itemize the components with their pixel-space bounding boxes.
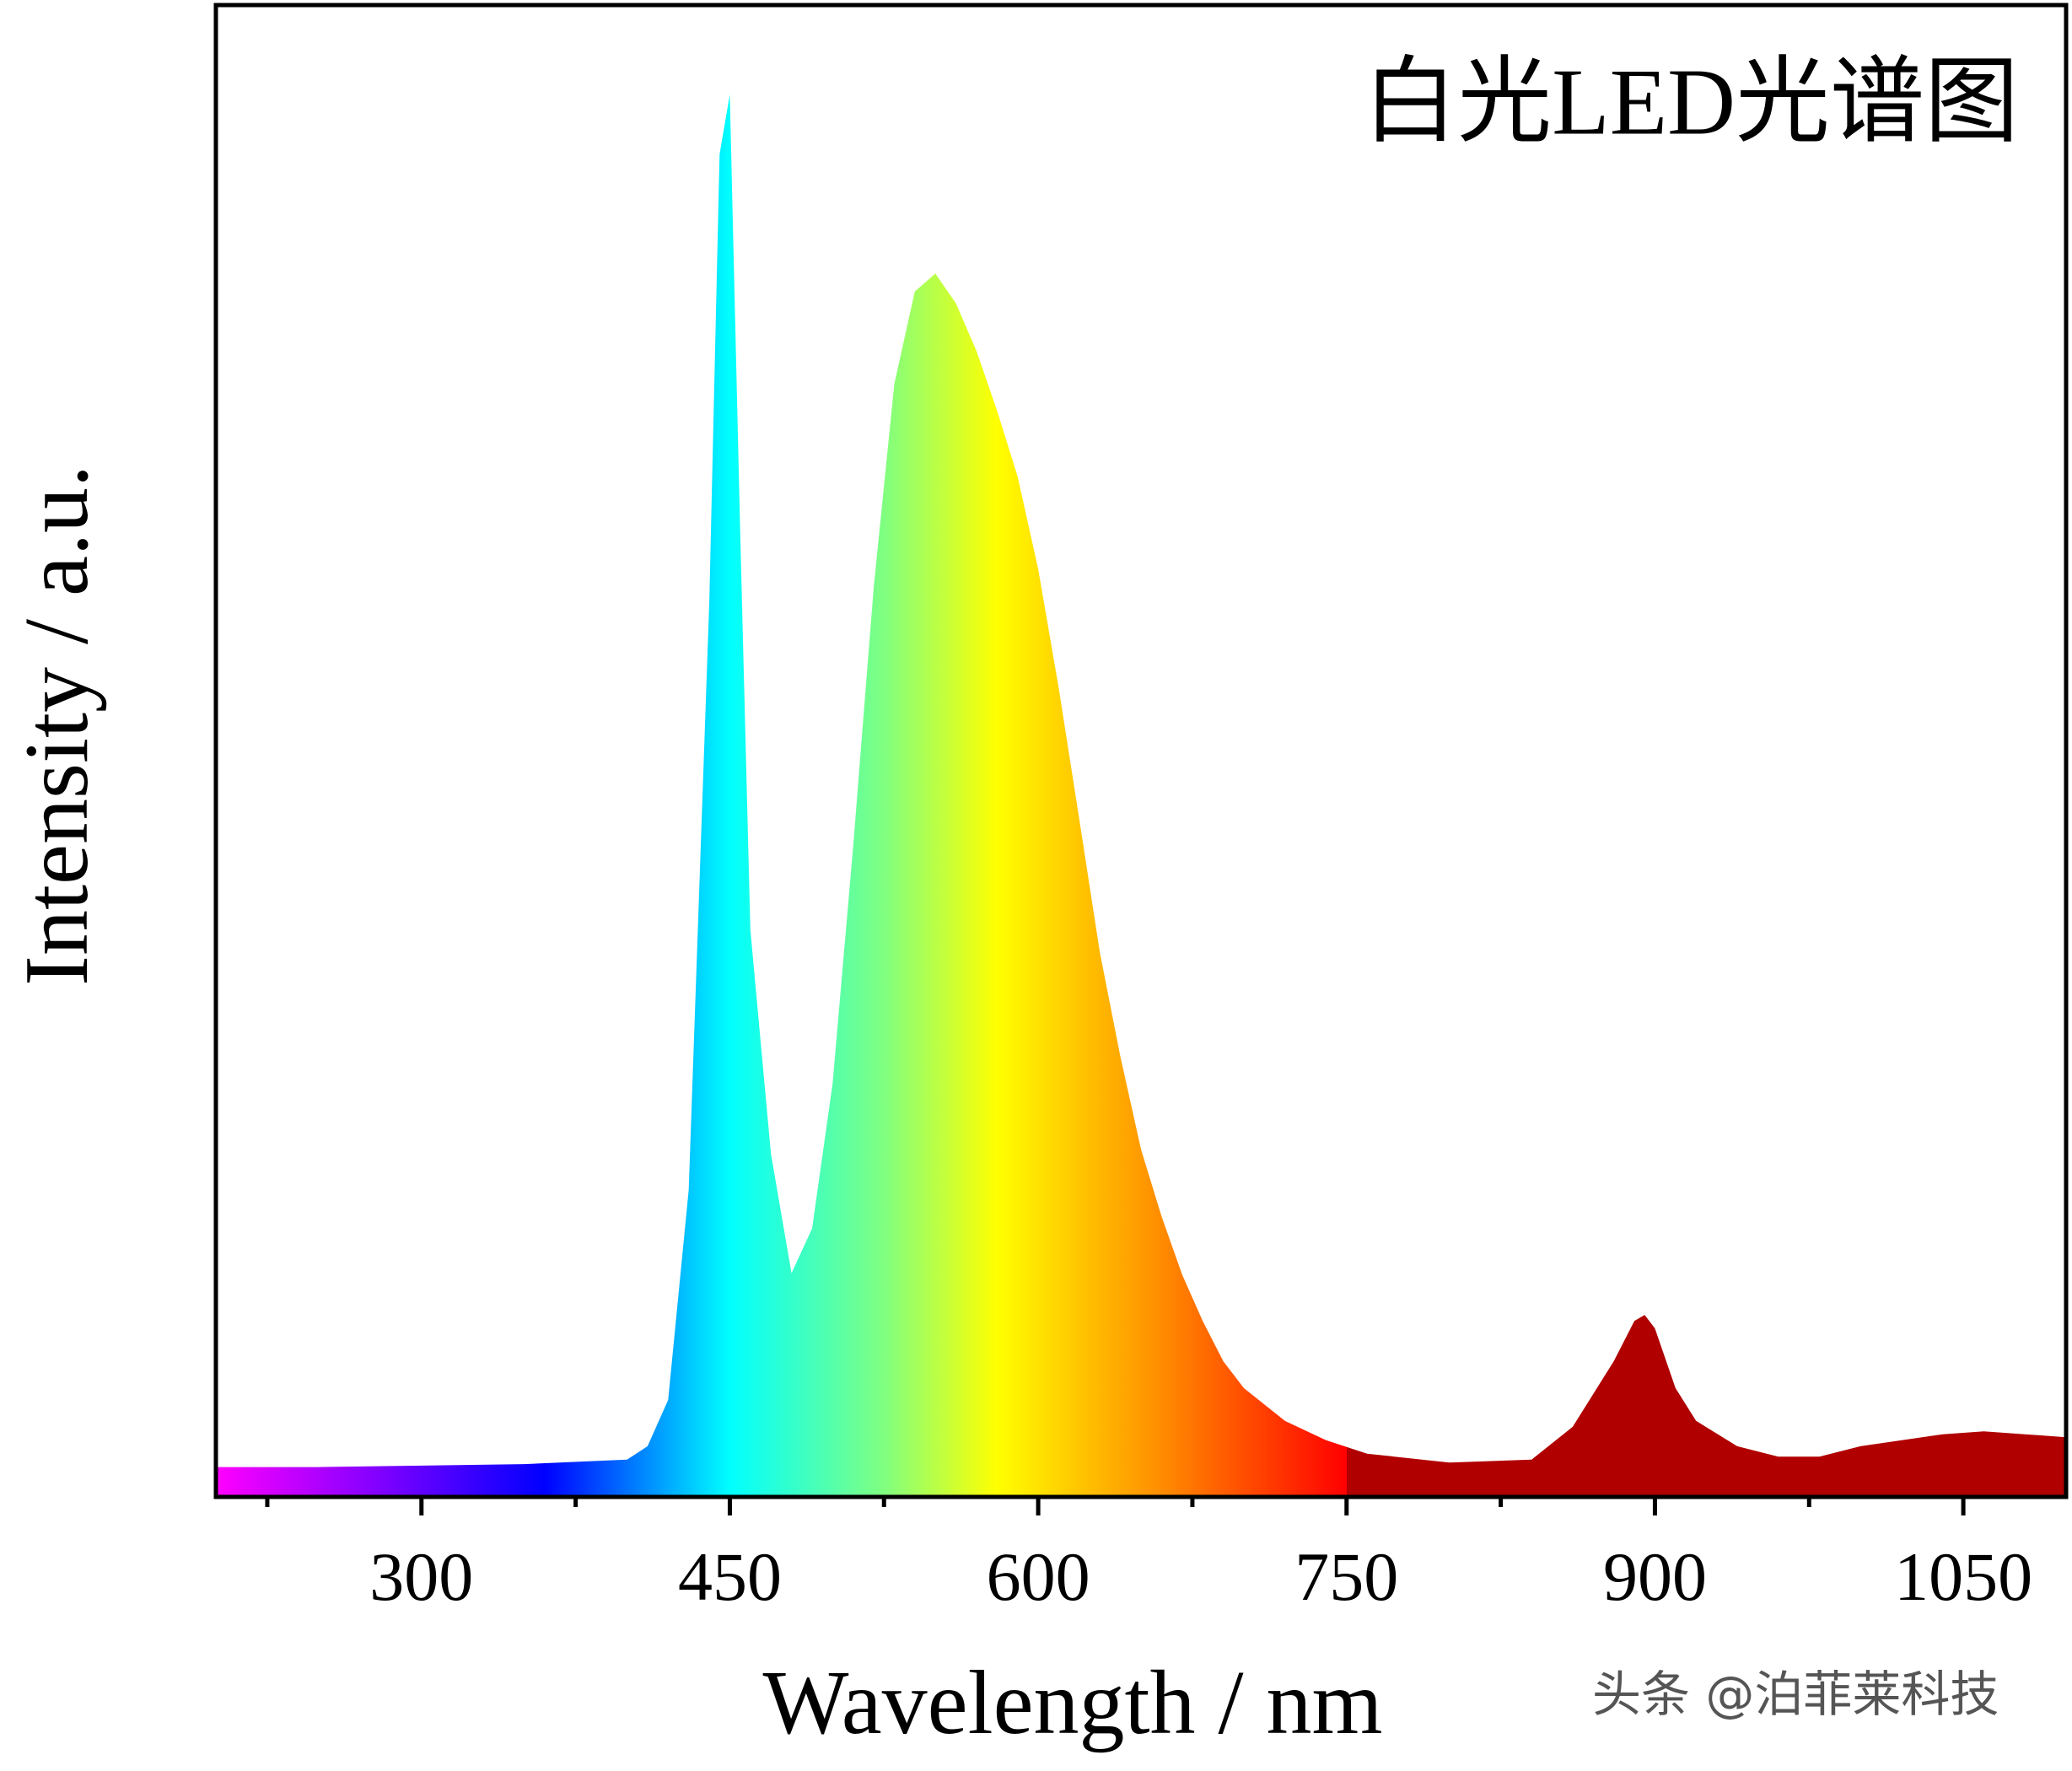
x-axis-label: Wavelength / nm (762, 1653, 1382, 1753)
spectrum-area (216, 94, 2066, 1498)
x-tick-label: 900 (1603, 1538, 1707, 1615)
x-tick-label: 1050 (1894, 1538, 2032, 1615)
x-tick-label: 750 (1294, 1538, 1398, 1615)
x-tick-label: 600 (987, 1538, 1090, 1615)
y-axis-label: Intensity / a.u. (7, 465, 107, 986)
plot-frame (213, 3, 2069, 1499)
x-tick-label: 300 (369, 1538, 473, 1615)
x-tick-label: 450 (678, 1538, 782, 1615)
watermark: 头条 @泊菲莱科技 (1592, 1666, 1999, 1723)
chart-title: 白光LED光谱图 (1363, 51, 2019, 155)
